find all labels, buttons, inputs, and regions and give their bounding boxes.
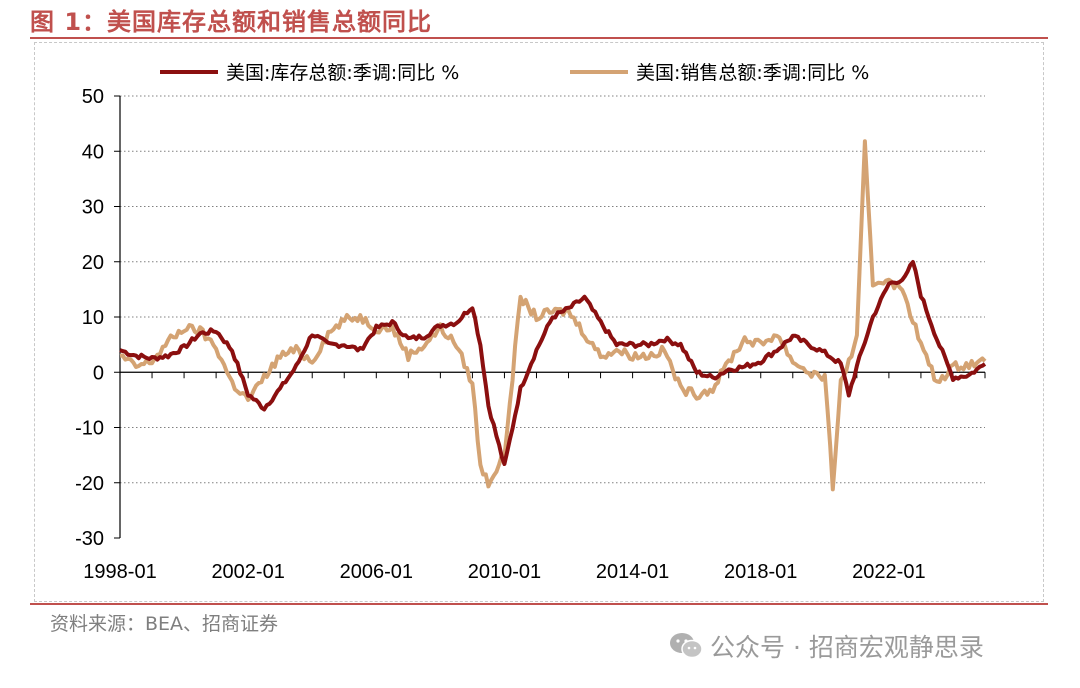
x-tick-label: 1998-01 — [83, 561, 156, 583]
y-tick-label: -10 — [75, 418, 104, 440]
axes — [114, 95, 986, 539]
plot-frame — [34, 42, 1044, 602]
y-tick-label: -20 — [75, 473, 104, 495]
y-tick-label: 20 — [82, 252, 104, 274]
legend-label-2: 美国:销售总额:季调:同比 % — [636, 62, 869, 84]
y-tick-label: 40 — [82, 141, 104, 163]
y-tick-label: -30 — [75, 528, 104, 550]
watermark: 公众号 · 招商宏观静思录 — [668, 628, 984, 664]
y-tick-label: 30 — [82, 197, 104, 219]
x-tick-label: 2006-01 — [340, 561, 413, 583]
x-tick-label: 2010-01 — [468, 561, 541, 583]
legend-label-1: 美国:库存总额:季调:同比 % — [226, 62, 459, 84]
y-tick-label: 10 — [82, 307, 104, 329]
title-divider — [30, 37, 1048, 39]
x-tick-labels: 1998-01 2002-01 2006-01 2010-01 2014-01 2018-… — [83, 561, 925, 583]
gridlines — [120, 95, 985, 484]
x-tick-label: 2018-01 — [724, 561, 797, 583]
watermark-text: 公众号 · 招商宏观静思录 — [710, 633, 984, 662]
wechat-icon — [670, 633, 703, 659]
figure-title: 图 1：美国库存总额和销售总额同比 — [30, 8, 433, 36]
series-line-1 — [119, 260, 987, 466]
y-tick-labels: -30 -20 -10 0 10 20 30 40 50 — [75, 86, 104, 550]
x-tick-label: 2014-01 — [596, 561, 669, 583]
source-note: 资料来源：BEA、招商证券 — [50, 613, 279, 635]
y-tick-label: 0 — [93, 362, 104, 384]
series-lines — [119, 139, 987, 492]
x-tick-label: 2022-01 — [852, 561, 925, 583]
bottom-divider — [30, 603, 1048, 605]
series-line-2 — [119, 139, 987, 492]
legend: 美国:库存总额:季调:同比 % 美国:销售总额:季调:同比 % — [160, 62, 869, 84]
x-tick-label: 2002-01 — [211, 561, 284, 583]
y-tick-label: 50 — [82, 86, 104, 108]
